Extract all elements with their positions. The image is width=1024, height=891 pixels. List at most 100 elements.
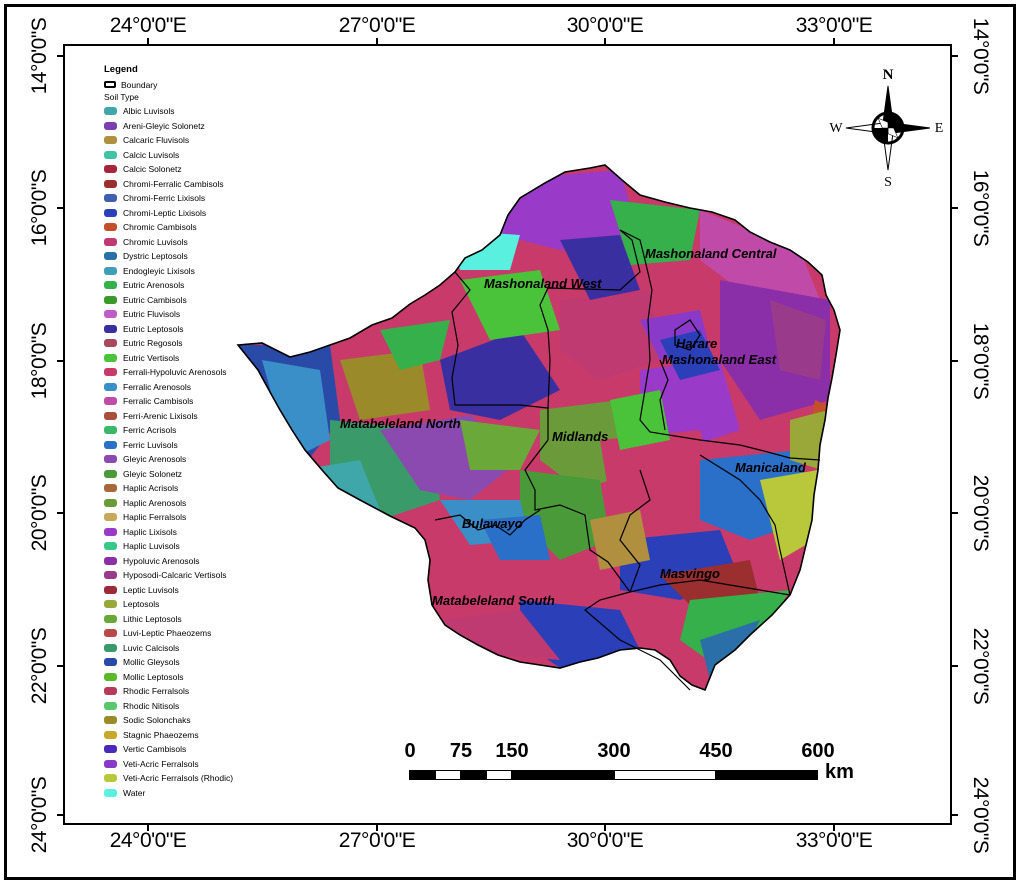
scale-label: 450 [699,740,733,762]
legend-item-label: Ferrali-Hypoluvic Arenosols [123,367,227,378]
legend-item: Ferric Luvisols [104,438,233,453]
legend-swatch [104,687,117,696]
legend-swatch [104,716,117,725]
legend-swatch [104,527,117,536]
legend-item-label: Calcaric Fluvisols [123,135,190,146]
tick-mark [57,814,65,816]
legend-swatch [104,556,117,565]
compass-west-label: W [829,121,843,136]
legend-item: Lithic Leptosols [104,612,233,627]
legend-swatch [104,788,117,797]
legend-item-label: Gleyic Arenosols [123,454,187,465]
legend-item: Eutric Leptosols [104,322,233,337]
top-coord-label: 33°0'0"E [795,14,873,37]
legend-item: Eutric Fluvisols [104,307,233,322]
compass-east-label: E [935,121,944,136]
tick-mark [376,38,378,46]
legend-swatch [104,295,117,304]
tick-mark [57,360,65,362]
tick-mark [950,55,958,57]
scale-label: 300 [597,740,631,762]
compass-south-label: S [884,175,892,190]
legend-item-label: Haplic Ferralsols [123,512,187,523]
legend-swatch [104,208,117,217]
legend-item-label: Gleyic Solonetz [123,468,183,479]
legend-item-label: Water [123,787,146,798]
region-label: Mashonaland East [662,352,777,367]
legend-swatch [104,571,117,580]
legend-swatch [104,397,117,406]
legend-item: Endogleyic Lixisols [104,264,233,279]
top-coord-label: 27°0'0"E [338,14,416,37]
region-label: Bulawayo [462,516,523,531]
legend-item-label: Haplic Arenosols [123,497,187,508]
legend-item-label: Calcic Solonetz [123,164,182,175]
legend-item-label: Ferric Acrisols [123,425,177,436]
region-label: Mashonaland Central [645,246,777,261]
region-label: Masvingo [660,566,720,581]
legend-item: Water [104,786,233,801]
legend-title: Legend [104,64,138,75]
bottom-coord-label: 33°0'0"E [795,829,873,852]
legend-swatch [104,585,117,594]
tick-mark [604,38,606,46]
legend-item: Hyposodi-Calcaric Vertisols [104,568,233,583]
legend-item: Haplic Lixisols [104,525,233,540]
legend-item: Ferri-Arenic Lixisols [104,409,233,424]
scale-label: 150 [495,740,529,762]
legend-item-label: Eutric Vertisols [123,352,180,363]
legend-swatch [104,353,117,362]
legend-item-label: Endogleyic Lixisols [123,265,195,276]
legend-swatch [104,165,117,174]
tick-mark [147,38,149,46]
legend-swatch [104,194,117,203]
legend-item: Chromi-Leptic Lixisols [104,206,233,221]
scale-label: 0 [404,740,416,762]
legend-swatch [104,223,117,232]
legend-item-label: Albic Luvisols [123,106,175,117]
tick-mark [950,814,958,816]
legend-swatch [104,484,117,493]
legend-item: Gleyic Arenosols [104,452,233,467]
legend-item: Haplic Arenosols [104,496,233,511]
legend-item: Eutric Arenosols [104,278,233,293]
tick-mark [604,823,606,831]
legend-swatch [104,600,117,609]
legend-swatch [104,658,117,667]
legend-item-label: Chromi-Ferric Lixisols [123,193,206,204]
tick-mark [57,207,65,209]
legend-swatch [104,266,117,275]
legend-swatch [104,179,117,188]
legend-item-label: Eutric Fluvisols [123,309,181,320]
legend-item: Chromic Luvisols [104,235,233,250]
bottom-coord-label: 24°0'0"E [109,829,187,852]
tick-mark [950,665,958,667]
legend-item: Calcic Solonetz [104,162,233,177]
scale-segment [614,770,716,780]
legend-swatch [104,382,117,391]
legend-item-label: Lithic Leptosols [123,613,182,624]
legend-swatch [104,310,117,319]
scale-bar: 0 75 150 300 450 600 km [404,740,865,790]
legend-item: Haplic Luvisols [104,539,233,554]
legend-item-label: Dystric Leptosols [123,251,188,262]
scale-segment [435,770,461,780]
legend-item: Luvi-Leptic Phaeozems [104,626,233,641]
scale-segment [512,770,614,780]
legend-swatch [104,513,117,522]
legend-subtitle: Soil Type [104,92,139,102]
legend-swatch [104,411,117,420]
region-label: Matabeleland South [432,593,555,608]
bottom-coord-label: 27°0'0"E [338,829,416,852]
legend-swatch [104,759,117,768]
legend-swatch [104,324,117,333]
country-boundary [236,164,841,692]
scale-label: 600 [801,740,835,762]
legend-swatch [104,368,117,377]
legend-item-label: Chromi-Leptic Lixisols [123,207,207,218]
legend-item-label: Ferric Luvisols [123,439,178,450]
legend-swatch [104,629,117,638]
legend-item-label: Ferralic Arenosols [123,381,192,392]
top-coord-label: 30°0'0"E [566,14,644,37]
